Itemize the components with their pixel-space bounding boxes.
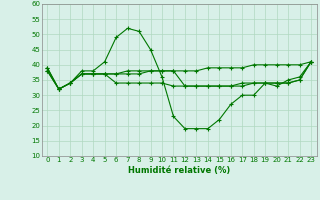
X-axis label: Humidité relative (%): Humidité relative (%) [128, 166, 230, 175]
